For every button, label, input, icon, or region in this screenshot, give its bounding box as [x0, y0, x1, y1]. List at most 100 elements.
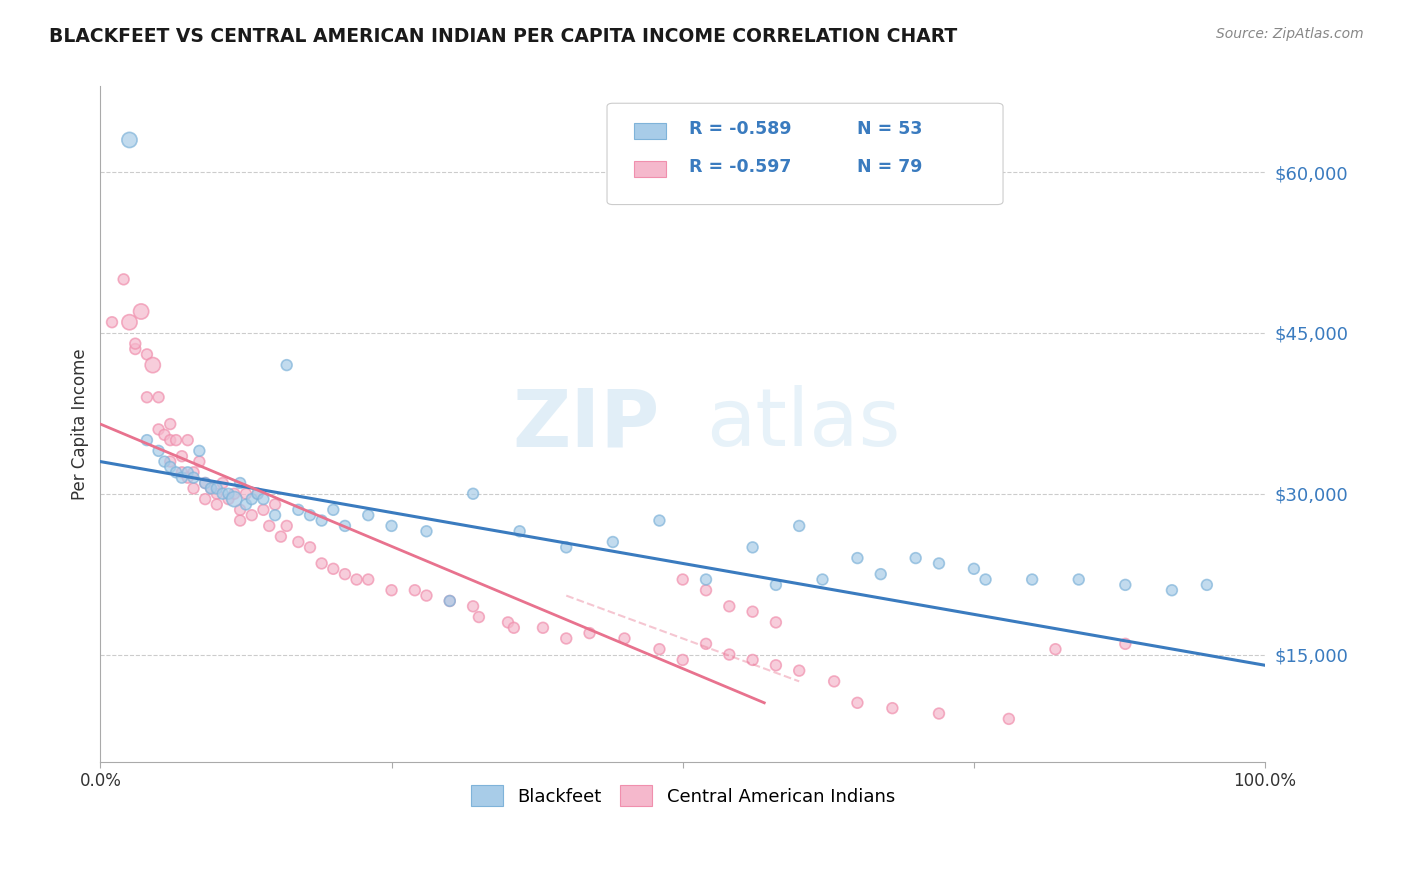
Point: [322, 562, 344, 576]
Point: [555, 541, 578, 555]
Point: [311, 557, 333, 571]
Point: [177, 465, 200, 479]
Point: [153, 427, 176, 442]
Point: [194, 476, 217, 491]
Point: [974, 573, 997, 587]
Point: [177, 471, 200, 485]
Point: [1161, 583, 1184, 598]
Point: [648, 514, 671, 528]
Text: N = 53: N = 53: [858, 120, 922, 138]
Point: [415, 524, 437, 539]
Point: [882, 701, 904, 715]
Point: [229, 476, 252, 491]
Point: [124, 342, 146, 356]
Point: [170, 465, 193, 479]
Point: [183, 465, 205, 479]
Point: [869, 567, 891, 582]
Point: [741, 605, 763, 619]
Point: [287, 535, 309, 549]
Point: [928, 706, 950, 721]
Point: [1195, 578, 1218, 592]
Point: [183, 471, 205, 485]
Point: [246, 487, 269, 501]
Point: [211, 476, 233, 491]
Point: [136, 390, 159, 404]
FancyBboxPatch shape: [634, 161, 666, 177]
Point: [124, 336, 146, 351]
Point: [170, 471, 193, 485]
Point: [741, 541, 763, 555]
Point: [136, 433, 159, 447]
Point: [159, 454, 181, 468]
Text: R = -0.597: R = -0.597: [689, 158, 792, 176]
Point: [1114, 637, 1136, 651]
Point: [765, 578, 787, 592]
Point: [298, 508, 321, 523]
Point: [229, 514, 252, 528]
Point: [578, 626, 600, 640]
Text: atlas: atlas: [706, 385, 900, 463]
FancyBboxPatch shape: [607, 103, 1002, 204]
Point: [380, 519, 402, 533]
Point: [322, 503, 344, 517]
Point: [188, 443, 211, 458]
Point: [177, 433, 200, 447]
Point: [672, 573, 695, 587]
Text: N = 79: N = 79: [858, 158, 922, 176]
Point: [224, 487, 246, 501]
Point: [129, 304, 152, 318]
Point: [148, 443, 170, 458]
Point: [904, 551, 927, 566]
Point: [998, 712, 1021, 726]
Point: [765, 658, 787, 673]
Point: [509, 524, 531, 539]
Point: [928, 557, 950, 571]
FancyBboxPatch shape: [634, 123, 666, 139]
Point: [118, 133, 141, 147]
Point: [217, 492, 239, 507]
Point: [142, 358, 165, 372]
Point: [718, 599, 741, 614]
Point: [112, 272, 135, 286]
Text: ZIP: ZIP: [512, 385, 659, 463]
Point: [1114, 578, 1136, 592]
Point: [252, 492, 274, 507]
Point: [224, 492, 246, 507]
Point: [148, 390, 170, 404]
Point: [153, 454, 176, 468]
Point: [496, 615, 519, 630]
Point: [257, 519, 280, 533]
Point: [846, 551, 869, 566]
Text: R = -0.589: R = -0.589: [689, 120, 792, 138]
Point: [287, 503, 309, 517]
Point: [555, 632, 578, 646]
Point: [159, 417, 181, 431]
Point: [165, 465, 187, 479]
Point: [695, 583, 717, 598]
Point: [264, 508, 287, 523]
Point: [357, 573, 380, 587]
Point: [229, 503, 252, 517]
Point: [461, 487, 484, 501]
Point: [602, 535, 624, 549]
Point: [718, 648, 741, 662]
Point: [205, 482, 228, 496]
Point: [404, 583, 426, 598]
Point: [298, 541, 321, 555]
Point: [415, 589, 437, 603]
Point: [170, 449, 193, 463]
Point: [159, 459, 181, 474]
Point: [439, 594, 461, 608]
Point: [159, 433, 181, 447]
Point: [217, 487, 239, 501]
Point: [200, 482, 222, 496]
Point: [461, 599, 484, 614]
Point: [118, 315, 141, 329]
Point: [741, 653, 763, 667]
Point: [439, 594, 461, 608]
Point: [1021, 573, 1043, 587]
Point: [787, 519, 810, 533]
Point: [963, 562, 986, 576]
Point: [148, 422, 170, 436]
Point: [502, 621, 524, 635]
